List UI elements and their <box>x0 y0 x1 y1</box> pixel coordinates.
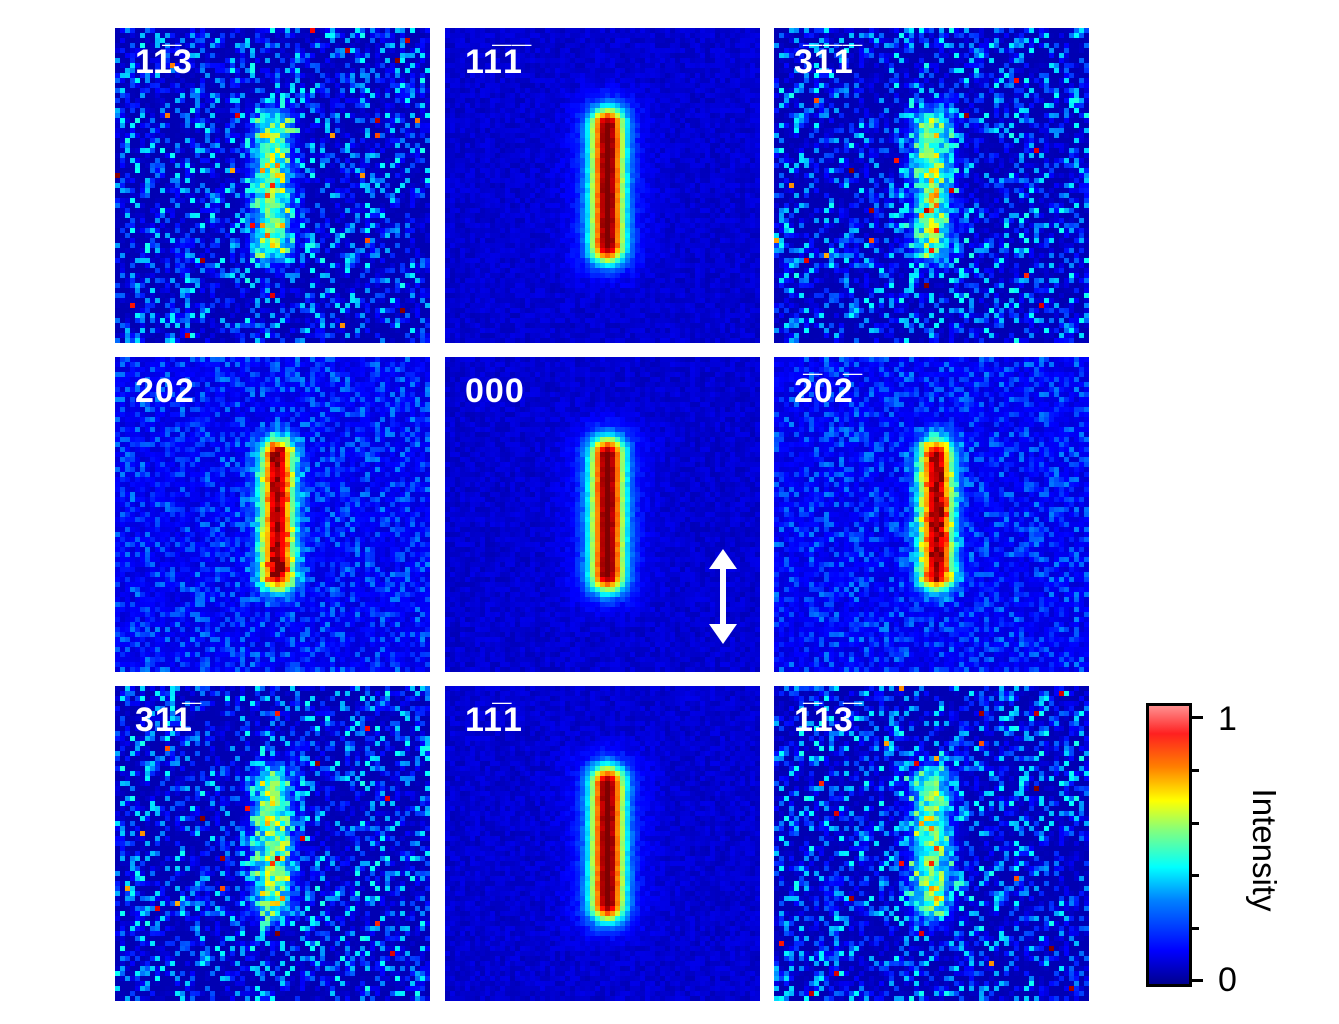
panel-9: 1̅13̅ <box>774 686 1089 1001</box>
panel-5-image <box>445 357 760 672</box>
colorbar-gradient <box>1149 706 1189 984</box>
panel-4-image <box>115 357 430 672</box>
colorbar-title: Intensity <box>1246 788 1283 912</box>
panel-1-label: 11̅3 <box>135 43 193 81</box>
panel-3: 3̅1̅1̅ <box>774 28 1089 343</box>
panel-2-image <box>445 28 760 343</box>
colorbar-tick <box>1189 927 1199 930</box>
panel-6-label: 2̅02̅ <box>794 372 854 410</box>
panel-6-image <box>774 357 1089 672</box>
panel-8-label: 11̅1 <box>465 701 523 739</box>
colorbar-tick <box>1189 874 1199 877</box>
panel-4: 202 <box>115 357 430 672</box>
panel-1-image <box>115 28 430 343</box>
panel-1: 11̅3 <box>115 28 430 343</box>
panel-8-image <box>445 686 760 1001</box>
colorbar-min-label: 0 <box>1218 961 1237 999</box>
panel-2-label: 11̅1̅ <box>465 43 523 81</box>
panel-8: 11̅1 <box>445 686 760 1001</box>
colorbar-tick <box>1189 822 1199 825</box>
colorbar-tick <box>1189 769 1199 772</box>
panel-7-label: 311̅ <box>135 701 193 739</box>
colorbar-tick-min <box>1189 979 1203 982</box>
panel-9-label: 1̅13̅ <box>794 701 854 739</box>
panel-2: 11̅1̅ <box>445 28 760 343</box>
panel-7: 311̅ <box>115 686 430 1001</box>
colorbar-tick-max <box>1189 716 1203 719</box>
panel-4-label: 202 <box>135 372 195 410</box>
panel-5: 000 <box>445 357 760 672</box>
colorbar <box>1146 703 1192 987</box>
panel-5-label: 000 <box>465 372 525 410</box>
colorbar-max-label: 1 <box>1218 700 1237 738</box>
panel-3-label: 3̅1̅1̅ <box>794 43 854 81</box>
panel-7-image <box>115 686 430 1001</box>
panel-9-image <box>774 686 1089 1001</box>
double-vertical-arrow-icon <box>709 549 737 644</box>
panel-3-image <box>774 28 1089 343</box>
panel-6: 2̅02̅ <box>774 357 1089 672</box>
